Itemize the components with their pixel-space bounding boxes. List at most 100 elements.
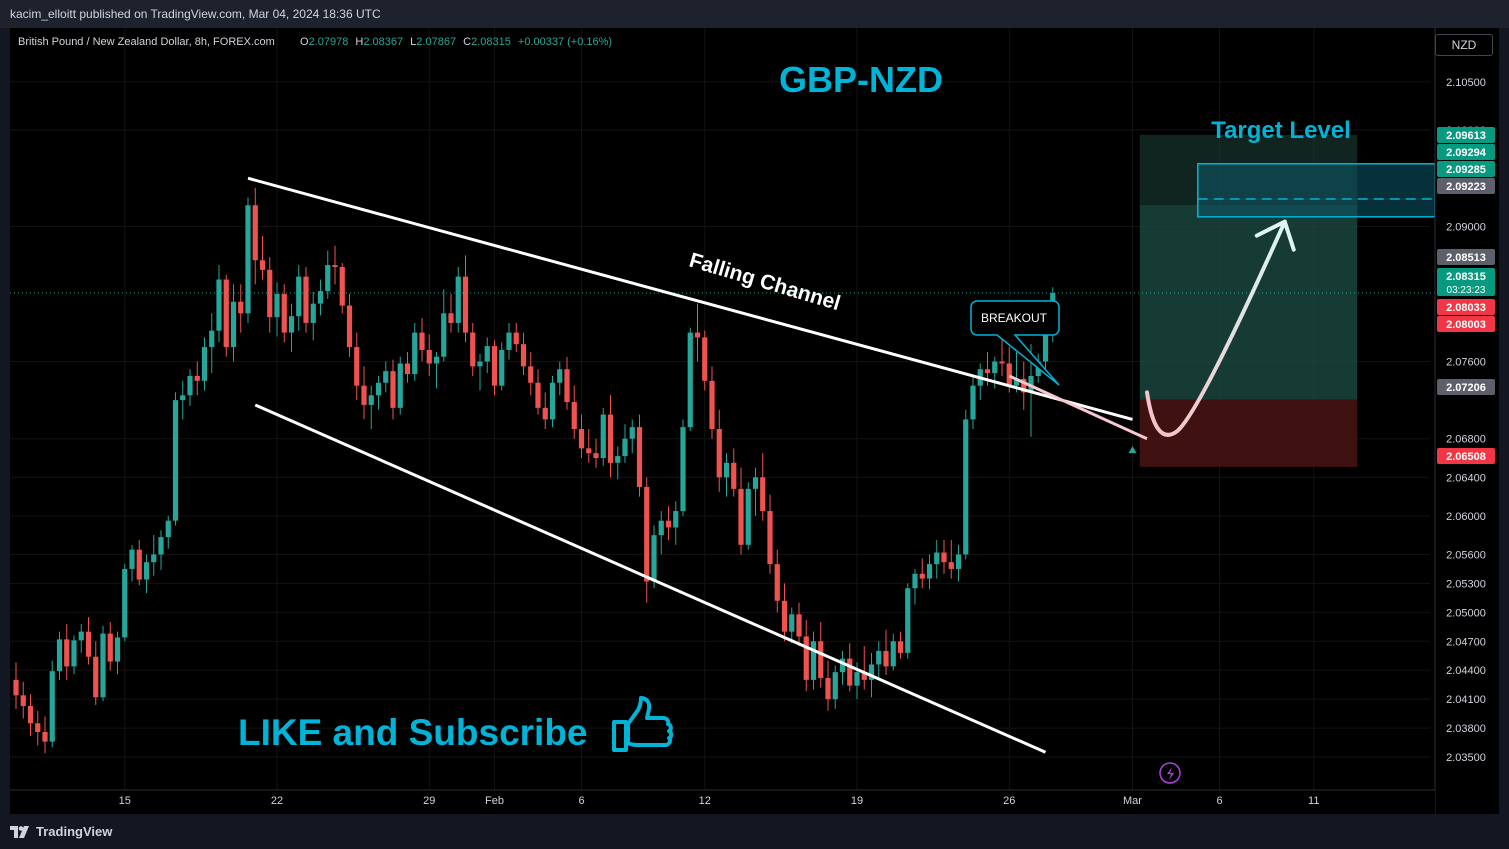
channel-upper-line[interactable]: [247, 176, 1133, 421]
candle: [520, 332, 527, 376]
candle-body: [383, 371, 389, 383]
candle: [85, 617, 92, 665]
candle-body: [42, 731, 48, 742]
price-label-tag: 2.07206: [1437, 379, 1495, 395]
candle-body: [339, 266, 345, 306]
price-tag-bg: [1437, 178, 1495, 194]
candle: [172, 392, 179, 526]
currency-button[interactable]: NZD: [1435, 34, 1493, 56]
target-level-label: Target Level: [1211, 117, 1351, 144]
price-chart[interactable]: British Pound / New Zealand Dollar, 8h, …: [10, 28, 1499, 814]
candle-body: [93, 656, 99, 698]
candle: [143, 554, 150, 594]
candle: [27, 694, 34, 736]
candle-body: [955, 554, 962, 569]
candle-body: [419, 332, 425, 350]
candle-body: [122, 568, 128, 638]
candle: [644, 477, 650, 603]
candle-body: [557, 369, 563, 383]
candle-body: [847, 658, 853, 686]
candle-body: [223, 279, 229, 348]
candle: [346, 294, 353, 357]
candle-body: [426, 349, 432, 364]
price-tag-bg: [1437, 161, 1495, 177]
candle-body: [513, 332, 519, 345]
candle-body: [20, 695, 26, 706]
candle: [441, 289, 447, 362]
candle-body: [1013, 378, 1020, 386]
candle: [926, 554, 933, 590]
channel-lower-line[interactable]: [254, 403, 1047, 754]
price-tag-value: 2.08513: [1446, 252, 1486, 264]
candle: [702, 330, 708, 391]
candle-body: [172, 400, 179, 521]
candle: [629, 419, 635, 454]
candle-body: [665, 520, 672, 528]
candle-body: [876, 650, 882, 665]
candle-body: [673, 511, 679, 528]
candle-body: [107, 633, 113, 662]
candle: [20, 681, 26, 719]
candle-body: [114, 637, 121, 662]
candle-body: [687, 332, 693, 428]
candle-body: [781, 600, 788, 632]
candle-body: [252, 205, 258, 261]
legend-l-value: 2.07867: [416, 36, 456, 48]
chart-area[interactable]: British Pound / New Zealand Dollar, 8h, …: [10, 28, 1499, 814]
projection-curve[interactable]: [1145, 219, 1287, 437]
candle-body: [259, 260, 266, 270]
legend-c-value: 2.08315: [471, 36, 511, 48]
candle: [919, 558, 925, 589]
price-label-tag: 2.09294: [1437, 144, 1495, 160]
candle-body: [129, 549, 135, 569]
candle: [267, 257, 273, 333]
lightning-icon[interactable]: [1159, 762, 1181, 784]
time-tick-label: 26: [1003, 795, 1015, 807]
candle: [1021, 361, 1027, 410]
tradingview-brand[interactable]: TradingView: [10, 824, 112, 839]
candle-body: [71, 640, 77, 667]
candle-body: [332, 265, 338, 267]
candle-body: [136, 549, 142, 580]
candle: [201, 337, 208, 391]
candle: [288, 303, 295, 352]
candle: [56, 631, 63, 680]
candle: [361, 366, 367, 420]
time-tick-label: 29: [423, 795, 435, 807]
candle-body: [549, 382, 556, 420]
candle-body: [201, 347, 208, 381]
candle: [419, 318, 425, 362]
tradingview-logo-icon: [10, 825, 29, 838]
legend-h-value: 2.08367: [363, 36, 403, 48]
price-tick-label: 2.04700: [1446, 636, 1486, 648]
price-tag-value: 2.09223: [1446, 181, 1486, 193]
candle: [673, 501, 679, 545]
candle: [825, 660, 831, 711]
like-subscribe-text: LIKE and Subscribe: [238, 712, 588, 753]
candle-body: [27, 705, 34, 724]
candle: [281, 284, 287, 343]
price-tag-value: 2.08033: [1446, 302, 1486, 314]
price-tag-countdown: 03:23:23: [1447, 285, 1486, 296]
candle: [810, 631, 817, 690]
candle-body: [890, 641, 896, 667]
candle-body: [745, 488, 751, 545]
breakout-label: BREAKOUT: [981, 311, 1048, 325]
candle-body: [593, 453, 599, 458]
candle: [542, 392, 548, 430]
candle-body: [520, 344, 527, 367]
candle-body: [970, 385, 976, 420]
price-tick-label: 2.07600: [1446, 357, 1486, 369]
breakout-trend-line[interactable]: [1008, 374, 1148, 441]
candle: [317, 279, 324, 316]
candle-body: [433, 356, 440, 364]
price-tag-bg: [1437, 249, 1495, 265]
candle: [506, 322, 512, 360]
candle-body: [658, 520, 664, 536]
price-label-tag: 2.09285: [1437, 161, 1495, 177]
candle: [491, 340, 498, 396]
candle: [607, 395, 614, 478]
legend-o-label: O: [300, 36, 309, 48]
candle: [593, 438, 599, 468]
time-axis[interactable]: 15 22 29 Feb 6 12 19 26 Mar 6 11: [10, 789, 1435, 814]
